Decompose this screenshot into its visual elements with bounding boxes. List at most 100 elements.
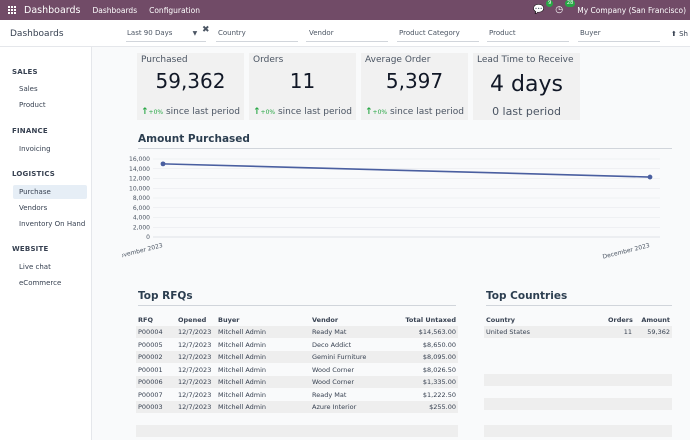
share-button[interactable]: ⬆ Sh	[671, 30, 688, 38]
kpi-trend: ↑+0% since last period	[361, 107, 468, 117]
chat-icon[interactable]: 💬 9	[533, 0, 554, 15]
kpi-trend: ↑+0% since last period	[249, 107, 356, 117]
sidebar-item-live-chat[interactable]: Live chat	[19, 263, 51, 271]
top-rfqs-title: Top RFQs	[138, 290, 193, 302]
y-tick-label: 14,000	[129, 166, 150, 173]
sidebar-section-finance: FINANCE	[12, 127, 48, 135]
sidebar-item-inventory-on-hand[interactable]: Inventory On Hand	[19, 220, 86, 228]
cell-opened: 12/7/2023	[178, 340, 212, 349]
cell-buyer: Mitchell Admin	[218, 403, 267, 411]
kpi-since: since last period	[165, 107, 240, 117]
table-row[interactable]: P00003 12/7/2023 Mitchell Admin Azure Inter…	[136, 401, 458, 413]
y-tick-label: 8,000	[133, 195, 150, 202]
chat-badge: 9	[546, 0, 554, 7]
buyer-filter[interactable]: Buyer	[580, 29, 601, 37]
cell-total-untaxed: $8,026.50	[422, 365, 456, 374]
cell-opened: 12/7/2023	[178, 378, 212, 386]
dashboard-main: Purchased 59,362 ↑+0% since last period …	[92, 47, 690, 440]
kpi-value: 5,397	[385, 69, 444, 93]
country-filter[interactable]: Country	[218, 29, 246, 37]
table-row[interactable]: P00004 12/7/2023 Mitchell Admin Ready Mat $1…	[136, 326, 458, 338]
cell-buyer: Mitchell Admin	[218, 378, 267, 386]
col-opened: Opened	[178, 316, 207, 324]
col-rfq: RFQ	[138, 316, 153, 324]
cell-total-untaxed: $8,095.00	[422, 353, 456, 361]
kpi-average-order[interactable]: Average Order 5,397 ↑+0% since last peri…	[361, 53, 468, 120]
col-buyer: Buyer	[218, 316, 240, 324]
cell-buyer: Mitchell Admin	[218, 340, 267, 349]
dashboard-sidebar: SALES Sales Product FINANCE Invoicing LO…	[0, 47, 92, 440]
kpi-title: Lead Time to Receive	[477, 55, 574, 65]
table-row[interactable]: P00005 12/7/2023 Mitchell Admin Deco Addict…	[136, 339, 458, 351]
y-tick-label: 12,000	[129, 176, 150, 183]
cell-vendor: Gemini Furniture	[312, 353, 367, 361]
cell-vendor: Azure Interior	[312, 403, 357, 411]
menu-configuration[interactable]: Configuration	[149, 5, 200, 15]
sidebar-item-product[interactable]: Product	[19, 101, 46, 109]
x-tick-label: December 2023	[602, 242, 651, 261]
arrow-up-icon: ↑	[253, 107, 261, 117]
arrow-up-icon: ↑	[365, 107, 373, 117]
cell-orders: 11	[623, 328, 632, 336]
cell-amount: 59,362	[647, 328, 670, 336]
cell-opened: 12/7/2023	[178, 403, 212, 411]
table-header: Country Orders Amount	[484, 314, 672, 326]
arrow-up-icon: ↑	[141, 107, 149, 117]
col-total-untaxed: Total Untaxed	[405, 316, 456, 324]
sidebar-item-ecommerce[interactable]: eCommerce	[19, 279, 62, 287]
table-row[interactable]: P00002 12/7/2023 Mitchell Admin Gemini Furn…	[136, 351, 458, 363]
company-switcher[interactable]: My Company (San Francisco)	[577, 5, 686, 15]
cell-buyer: Mitchell Admin	[218, 328, 267, 336]
sidebar-section-logistics: LOGISTICS	[12, 170, 56, 178]
sidebar-item-invoicing[interactable]: Invoicing	[19, 145, 51, 153]
chart-title: Amount Purchased	[138, 133, 250, 145]
kpi-since: 0 last period	[492, 105, 561, 118]
top-rfqs-table: RFQ Opened Buyer Vendor Total Untaxed P0…	[136, 314, 458, 440]
table-row[interactable]: United States 11 59,362	[484, 326, 672, 338]
kpi-percent: +0%	[260, 109, 276, 116]
col-vendor: Vendor	[312, 316, 339, 324]
cell-vendor: Wood Corner	[312, 365, 355, 374]
kpi-title: Orders	[253, 55, 284, 65]
table-row[interactable]: P00006 12/7/2023 Mitchell Admin Wood Corner…	[136, 376, 458, 388]
table-row[interactable]: P00001 12/7/2023 Mitchell Admin Wood Corner…	[136, 364, 458, 376]
data-point	[160, 161, 166, 167]
share-label: Sh	[679, 30, 688, 38]
cell-vendor: Deco Addict	[312, 340, 352, 349]
cell-buyer: Mitchell Admin	[218, 365, 267, 374]
kpi-value: 59,362	[155, 69, 226, 93]
cell-rfq: P00004	[138, 328, 163, 336]
cell-vendor: Ready Mat	[312, 390, 347, 399]
date-filter[interactable]: Last 90 Days ▼	[127, 29, 197, 37]
sidebar-item-purchase[interactable]: Purchase	[13, 185, 87, 199]
activity-clock-icon[interactable]: ◷ 28	[555, 0, 576, 15]
cell-opened: 12/7/2023	[178, 365, 212, 374]
cell-buyer: Mitchell Admin	[218, 353, 267, 361]
kpi-percent: +0%	[148, 109, 164, 116]
vendor-filter[interactable]: Vendor	[309, 29, 334, 37]
breadcrumb[interactable]: Dashboards	[10, 29, 64, 39]
clear-filter-icon[interactable]: ✖	[202, 25, 210, 35]
table-row[interactable]: P00007 12/7/2023 Mitchell Admin Ready Mat $1…	[136, 389, 458, 401]
kpi-trend: ↑+0% since last period	[137, 107, 244, 117]
apps-grid-icon[interactable]	[2, 0, 22, 20]
sidebar-item-vendors[interactable]: Vendors	[19, 204, 48, 212]
share-icon: ⬆	[671, 30, 677, 38]
cell-vendor: Wood Corner	[312, 378, 355, 386]
cell-total-untaxed: $1,335.00	[422, 378, 456, 386]
cell-total-untaxed: $8,650.00	[422, 340, 456, 349]
cell-opened: 12/7/2023	[178, 390, 212, 399]
cell-rfq: P00003	[138, 403, 163, 411]
menu-dashboards[interactable]: Dashboards	[92, 5, 138, 15]
kpi-orders[interactable]: Orders 11 ↑+0% since last period	[249, 53, 356, 120]
sidebar-item-sales[interactable]: Sales	[19, 85, 38, 93]
kpi-purchased[interactable]: Purchased 59,362 ↑+0% since last period	[137, 53, 244, 120]
cell-buyer: Mitchell Admin	[218, 390, 267, 399]
control-panel: Dashboards Last 90 Days ▼ ✖ Country Vend…	[0, 20, 690, 47]
product-filter[interactable]: Product	[489, 29, 516, 37]
sidebar-section-sales: SALES	[12, 68, 38, 76]
kpi-lead-time[interactable]: Lead Time to Receive 4 days 0 last perio…	[473, 53, 580, 120]
product-category-filter[interactable]: Product Category	[399, 29, 460, 37]
app-brand[interactable]: Dashboards	[24, 4, 81, 16]
cell-opened: 12/7/2023	[178, 353, 212, 361]
